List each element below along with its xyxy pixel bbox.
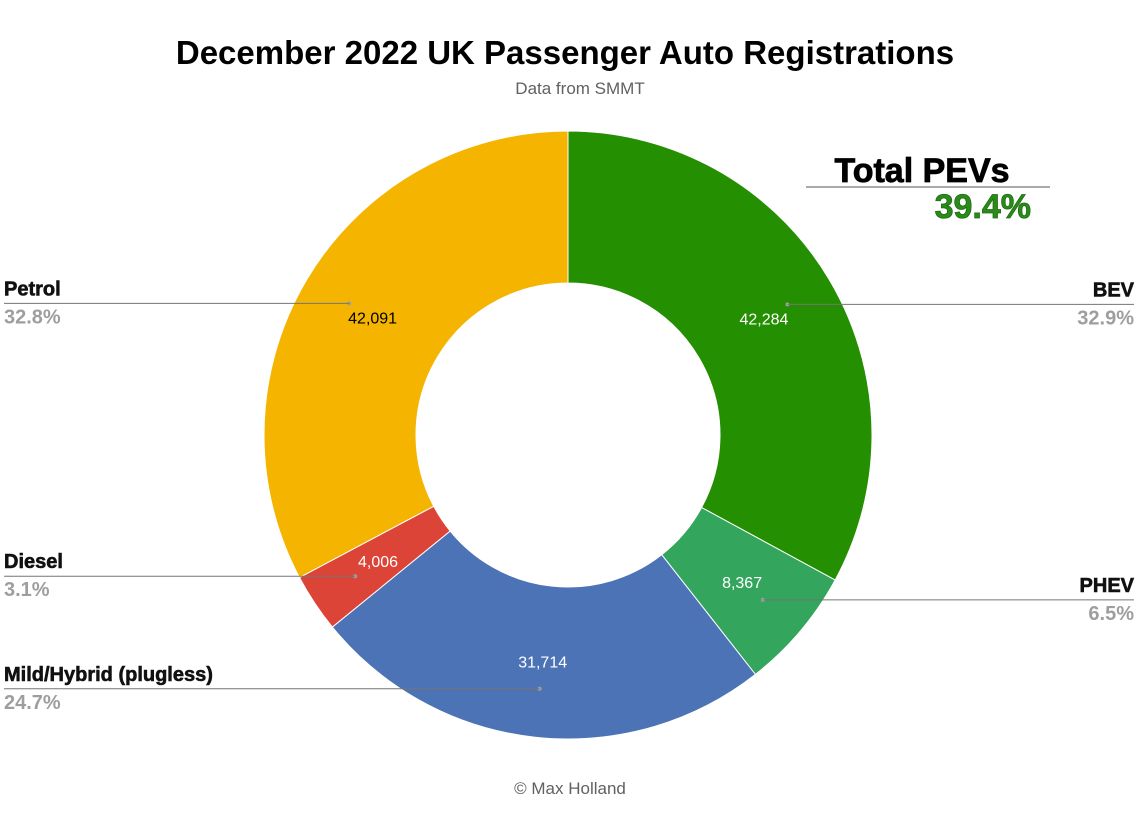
- slice-value-labels: 42,284 8,367 31,714 4,006 42,091: [348, 310, 788, 671]
- total-pevs-value: 39.4%: [935, 188, 1031, 226]
- value-label-diesel: 4,006: [358, 554, 398, 571]
- donut-slices: [263, 130, 873, 740]
- chart-title: December 2022 UK Passenger Auto Registra…: [176, 34, 954, 71]
- outer-label-bev: BEV: [1093, 279, 1135, 301]
- outer-percent-bev: 32.9%: [1077, 307, 1134, 329]
- outer-label-phev: PHEV: [1080, 575, 1135, 597]
- outer-percent-petrol: 32.8%: [4, 306, 61, 328]
- slice-petrol: [263, 130, 569, 579]
- chart-footer: © Max Holland: [514, 779, 626, 798]
- value-label-petrol: 42,091: [348, 310, 397, 327]
- total-pevs-label: Total PEVs: [834, 152, 1009, 190]
- slice-outer-labels: BEV 32.9% PHEV 6.5% Mild/Hybrid (plugless) 24…: [4, 278, 1135, 714]
- outer-percent-mild-hybrid-plugless: 24.7%: [4, 692, 61, 714]
- value-label-bev: 42,284: [739, 311, 788, 328]
- outer-percent-diesel: 3.1%: [4, 579, 50, 601]
- slice-bev: [567, 130, 873, 581]
- value-label-mild-hybrid-plugless: 31,714: [518, 655, 567, 672]
- outer-label-diesel: Diesel: [4, 551, 63, 573]
- outer-label-petrol: Petrol: [4, 278, 61, 300]
- outer-label-mild-hybrid-plugless: Mild/Hybrid (plugless): [4, 664, 213, 686]
- outer-percent-phev: 6.5%: [1088, 603, 1134, 625]
- slice-mild-hybrid-plugless: [331, 530, 757, 740]
- leader-lines: [4, 301, 1134, 691]
- total-pevs-callout: Total PEVs 39.4%: [806, 152, 1050, 226]
- chart-subtitle: Data from SMMT: [515, 79, 644, 98]
- value-label-phev: 8,367: [722, 575, 762, 592]
